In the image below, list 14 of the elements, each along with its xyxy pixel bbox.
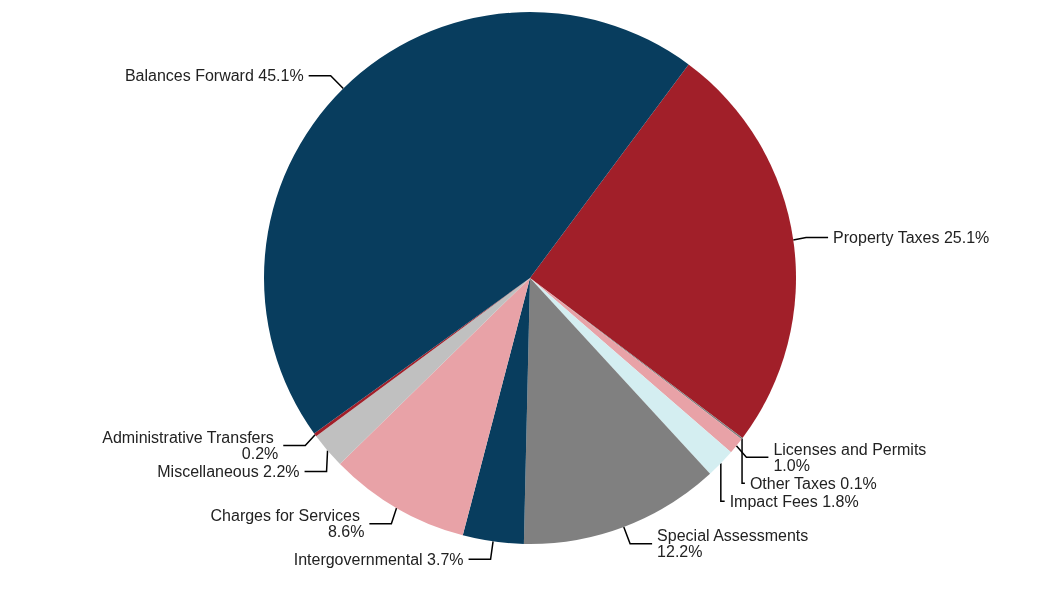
slice-label: Intergovernmental 3.7% <box>293 550 464 568</box>
slice-label: Miscellaneous 2.2% <box>157 462 300 480</box>
data-label: 8.6% <box>327 523 365 541</box>
data-label: 1.0% <box>773 456 810 474</box>
data-label: 0.2% <box>241 444 279 462</box>
slice-label: Special Assessments <box>657 527 813 545</box>
slice-label: Balances Forward 45.1% <box>124 67 304 85</box>
slice-label: Administrative Transfers <box>102 428 279 446</box>
slice-label: Charges for Services <box>210 507 365 525</box>
slice-label: Impact Fees 1.8% <box>729 492 859 510</box>
slice-label: Property Taxes 25.1% <box>833 228 990 246</box>
data-label: 12.2% <box>657 543 703 561</box>
slice-label: Licenses and Permits <box>773 440 931 458</box>
slice-label: Other Taxes 0.1% <box>749 474 877 492</box>
